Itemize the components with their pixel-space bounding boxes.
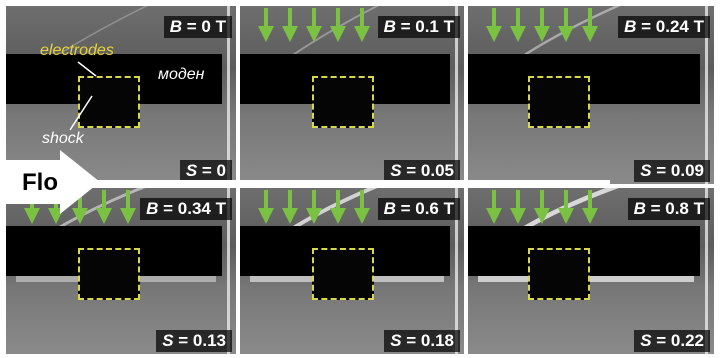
electrode-region bbox=[78, 76, 140, 128]
field-arrow-icon bbox=[72, 190, 88, 224]
field-arrow-icon bbox=[486, 8, 502, 42]
field-arrow-icon bbox=[486, 190, 502, 224]
flow-label: Flo bbox=[22, 169, 58, 196]
field-arrow-icon bbox=[96, 190, 112, 224]
magnetic-field-label: B = 0.8 T bbox=[627, 198, 710, 220]
field-arrow-icon bbox=[582, 8, 598, 42]
field-arrow-icon bbox=[354, 190, 370, 224]
magnetic-field-label: B = 0.1 T bbox=[377, 16, 460, 38]
magnetic-field-label: B = 0.24 T bbox=[618, 16, 710, 38]
schlieren-panel: B = 0.1 T S = 0.05 bbox=[240, 6, 464, 184]
shock-annotation: shock bbox=[42, 130, 84, 147]
field-arrow-icon bbox=[306, 190, 322, 224]
electrode-region bbox=[78, 248, 140, 300]
magnetic-field-arrows bbox=[486, 190, 598, 224]
schlieren-panel: B = 0.6 T S = 0.18 bbox=[240, 188, 464, 354]
window-edge bbox=[705, 6, 708, 184]
field-arrow-icon bbox=[582, 190, 598, 224]
schlieren-panel: B = 0.34 T S = 0.13 bbox=[6, 188, 236, 354]
field-arrow-icon bbox=[558, 8, 574, 42]
model-annotation: моден bbox=[158, 66, 205, 83]
magnetic-field-arrows bbox=[258, 8, 370, 42]
field-arrow-icon bbox=[120, 190, 136, 224]
field-arrow-icon bbox=[534, 8, 550, 42]
interaction-parameter-label: S = 0 bbox=[179, 160, 232, 182]
window-edge bbox=[455, 6, 458, 184]
field-arrow-icon bbox=[258, 8, 274, 42]
magnetic-field-label: B = 0 T bbox=[163, 16, 232, 38]
field-arrow-icon bbox=[354, 8, 370, 42]
window-edge bbox=[227, 188, 230, 354]
interaction-parameter-label: S = 0.18 bbox=[384, 330, 460, 352]
field-arrow-icon bbox=[282, 8, 298, 42]
electrode-region bbox=[312, 248, 374, 300]
electrodes-annotation: electrodes bbox=[40, 42, 114, 59]
field-arrow-icon bbox=[282, 190, 298, 224]
interaction-parameter-label: S = 0.05 bbox=[384, 160, 460, 182]
field-arrow-icon bbox=[558, 190, 574, 224]
field-arrow-icon bbox=[306, 8, 322, 42]
electrode-region bbox=[312, 76, 374, 128]
window-edge bbox=[227, 6, 230, 184]
magnetic-field-label: B = 0.34 T bbox=[140, 198, 232, 220]
interaction-parameter-label: S = 0.13 bbox=[156, 330, 232, 352]
electrode-region bbox=[528, 248, 590, 300]
magnetic-field-label: B = 0.6 T bbox=[377, 198, 460, 220]
electrode-region bbox=[528, 76, 590, 128]
field-arrow-icon bbox=[510, 190, 526, 224]
field-arrow-icon bbox=[330, 8, 346, 42]
field-arrow-icon bbox=[258, 190, 274, 224]
field-arrow-icon bbox=[510, 8, 526, 42]
field-arrow-icon bbox=[534, 190, 550, 224]
magnetic-field-arrows bbox=[258, 190, 370, 224]
schlieren-panel: B = 0.24 T S = 0.09 bbox=[468, 6, 714, 184]
window-edge bbox=[705, 188, 708, 354]
field-arrow-icon bbox=[330, 190, 346, 224]
interaction-parameter-label: S = 0.09 bbox=[634, 160, 710, 182]
interaction-parameter-label: S = 0.22 bbox=[634, 330, 710, 352]
window-edge bbox=[455, 188, 458, 354]
schlieren-panel: B = 0 T S = 0 bbox=[6, 6, 236, 184]
schlieren-panel: B = 0.8 T S = 0.22 bbox=[468, 188, 714, 354]
magnetic-field-arrows bbox=[486, 8, 598, 42]
